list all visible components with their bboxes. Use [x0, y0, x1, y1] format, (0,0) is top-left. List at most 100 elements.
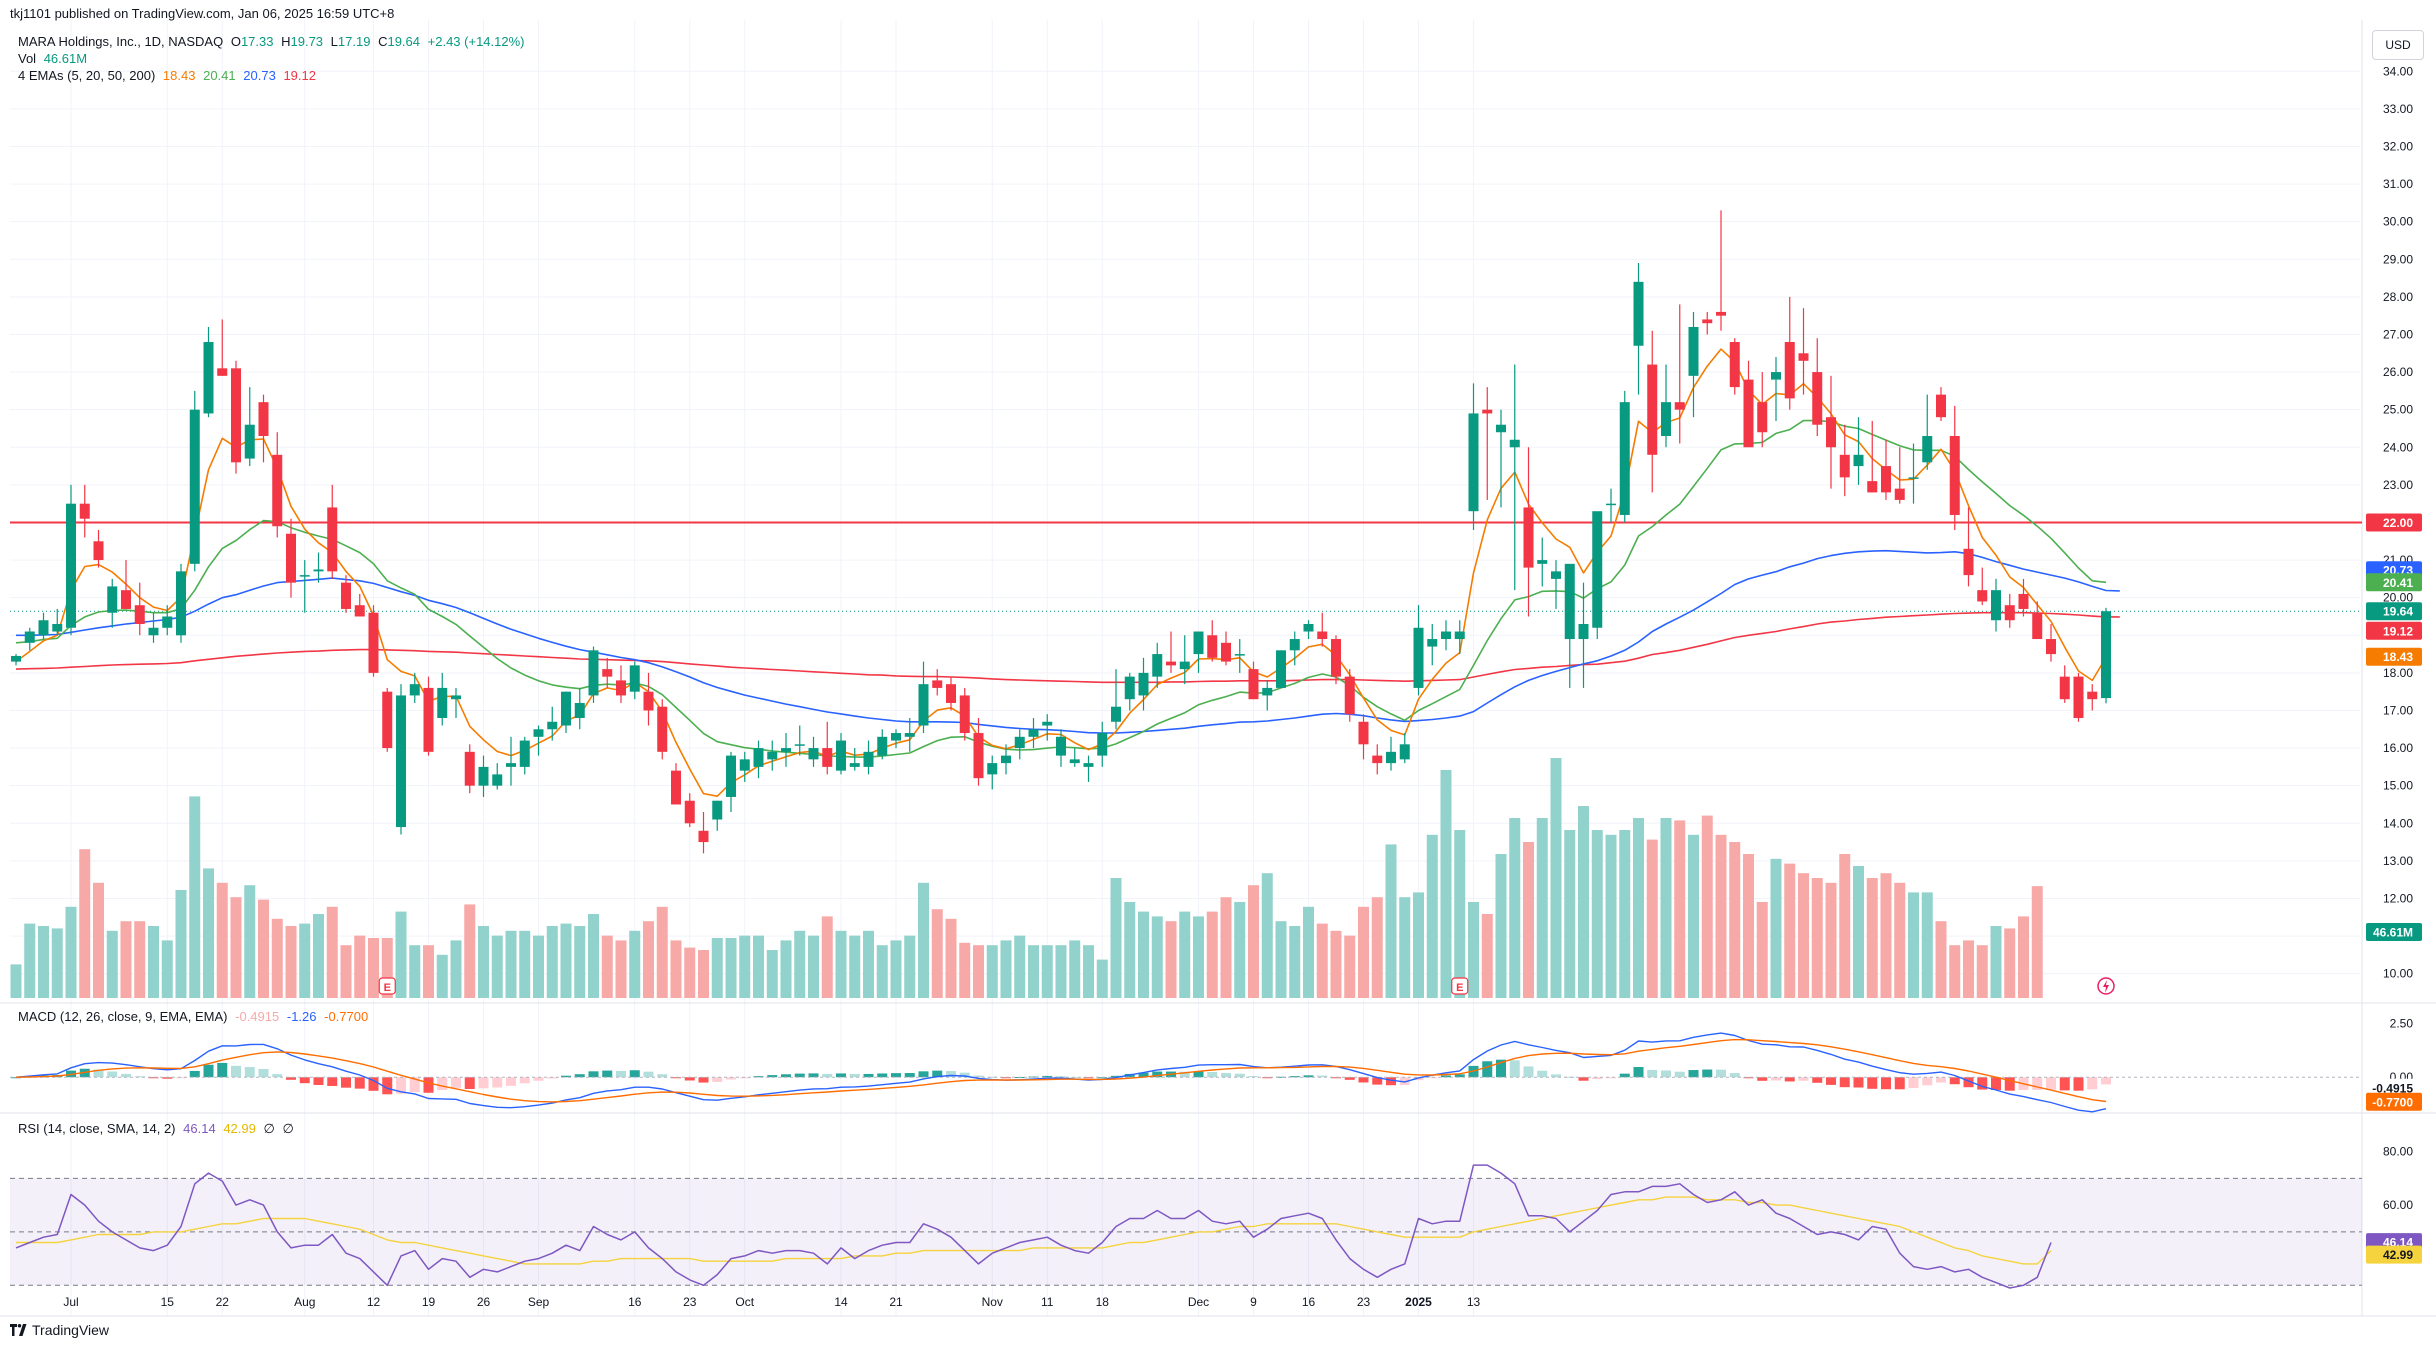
candle — [2073, 672, 2084, 722]
candle — [1111, 669, 1121, 730]
volume-bar — [1413, 892, 1424, 998]
time-axis[interactable]: Jul 15 22 Aug 12 19 26 Sep 16 23 Oct 14 21 Nov 11 18 Dec… — [63, 1295, 1480, 1309]
candle — [1276, 650, 1286, 688]
candle-body — [684, 800, 695, 824]
macd-histogram-bar — [1537, 1070, 1548, 1078]
volume-bar — [24, 923, 36, 998]
candle-body — [1894, 488, 1905, 500]
volume-bar — [1605, 834, 1617, 998]
high-label: H — [281, 34, 291, 49]
price-tick-label: 20.00 — [2383, 591, 2413, 605]
macd-histogram-bar — [657, 1074, 668, 1078]
time-tick-label: 18 — [1096, 1295, 1110, 1309]
candle-body — [244, 424, 255, 459]
price-tick-label: 24.00 — [2383, 440, 2413, 454]
macd-histogram-bar — [1963, 1077, 1974, 1088]
ema20-axis-label-bg — [2366, 573, 2422, 592]
macd-histogram-bar — [396, 1077, 406, 1094]
price-tick-label: 23.00 — [2383, 478, 2413, 492]
volume-bar — [1083, 945, 1094, 998]
candle-body — [1633, 281, 1644, 346]
candle — [478, 755, 489, 797]
candle-body — [836, 740, 846, 771]
volume-bar — [1756, 902, 1768, 998]
candle-body — [1001, 755, 1011, 764]
candle-body — [368, 612, 379, 673]
macd-histogram-bar — [1358, 1077, 1369, 1083]
volume-bar — [258, 899, 269, 998]
candle-body — [1482, 409, 1493, 414]
volume-bar — [1165, 921, 1177, 998]
macd-histogram-bar — [313, 1077, 324, 1085]
macd-histogram-bar — [189, 1070, 200, 1078]
symbol-name[interactable]: MARA Holdings, Inc., 1D, NASDAQ — [18, 34, 224, 49]
candle — [1826, 375, 1836, 489]
macd-histogram-bar — [1798, 1077, 1809, 1081]
candle-body — [217, 368, 228, 376]
volume-bar — [1440, 770, 1452, 998]
macd-histogram-bar — [1977, 1077, 1988, 1090]
candle — [1839, 424, 1850, 497]
candle-body — [107, 586, 118, 613]
volume-bar — [1894, 882, 1906, 998]
time-tick-label: 22 — [216, 1295, 230, 1309]
macd-histogram-bar — [1248, 1076, 1259, 1078]
volume-bar — [38, 926, 49, 998]
currency-button[interactable]: USD — [2372, 30, 2424, 60]
macd-label[interactable]: MACD (12, 26, close, 9, EMA, EMA) — [18, 1009, 228, 1024]
volume-bar — [326, 906, 338, 998]
macd-histogram-bar — [794, 1073, 805, 1078]
candle-body — [918, 684, 929, 726]
candle — [2087, 684, 2098, 711]
candle — [643, 672, 654, 726]
candle — [1042, 714, 1053, 741]
macd-histogram-bar — [258, 1068, 269, 1078]
horizontal-line-22[interactable] — [10, 521, 2362, 612]
macd-histogram-bar — [299, 1077, 310, 1084]
legend-ema-row: 4 EMAs (5, 20, 50, 200) 18.43 20.41 20.7… — [18, 68, 320, 83]
volume-label[interactable]: Vol — [18, 51, 37, 66]
volume-bar — [134, 921, 146, 998]
macd-histogram-bar — [1042, 1075, 1053, 1078]
price-tick-label: 31.00 — [2383, 177, 2413, 191]
macd-histogram-bar — [1936, 1077, 1946, 1083]
candle — [1688, 311, 1699, 418]
candlesticks[interactable] — [11, 210, 2111, 854]
rsi-label[interactable]: RSI (14, close, SMA, 14, 2) — [18, 1121, 176, 1136]
volume-bar — [436, 954, 448, 998]
volume-bar — [588, 914, 599, 998]
macd-histogram-bar — [437, 1077, 448, 1090]
candle — [24, 627, 35, 651]
ema50-value: 20.73 — [243, 68, 276, 83]
volume-bar — [106, 930, 118, 998]
candle-body — [451, 695, 461, 700]
macd-pane — [10, 1032, 2362, 1113]
macd-histogram-bar — [602, 1070, 613, 1078]
volume-bars — [10, 758, 2043, 998]
time-tick-label: 15 — [161, 1295, 175, 1309]
macd-histogram-bar — [519, 1077, 530, 1084]
legend-macd-row: MACD (12, 26, close, 9, EMA, EMA) -0.491… — [18, 1009, 372, 1024]
volume-bar — [2031, 886, 2043, 998]
price-tick-label: 12.00 — [2383, 891, 2413, 905]
volume-bar — [1041, 945, 1053, 998]
volume-bar — [1371, 897, 1383, 998]
candle — [1289, 631, 1300, 666]
candle — [849, 748, 860, 771]
macd-histogram-bar — [272, 1074, 283, 1078]
tradingview-footer[interactable]: TradingView — [10, 1322, 109, 1338]
candle-body — [1303, 624, 1314, 632]
macd-histogram-bar — [1922, 1077, 1933, 1086]
price-tick-label: 18.00 — [2383, 666, 2413, 680]
candle-body — [121, 590, 131, 609]
rsi-pane — [10, 1164, 2362, 1289]
candle-body — [1413, 627, 1424, 688]
candle-body — [1606, 503, 1616, 506]
candle-body — [671, 770, 681, 805]
ema-label[interactable]: 4 EMAs (5, 20, 50, 200) — [18, 68, 156, 83]
time-tick-label: 19 — [422, 1295, 436, 1309]
macd-signal-axis-label: -0.7700 — [2372, 1095, 2413, 1109]
earnings-marker-letter: E — [1456, 982, 1463, 994]
macd-histogram-bar — [1661, 1070, 1671, 1078]
